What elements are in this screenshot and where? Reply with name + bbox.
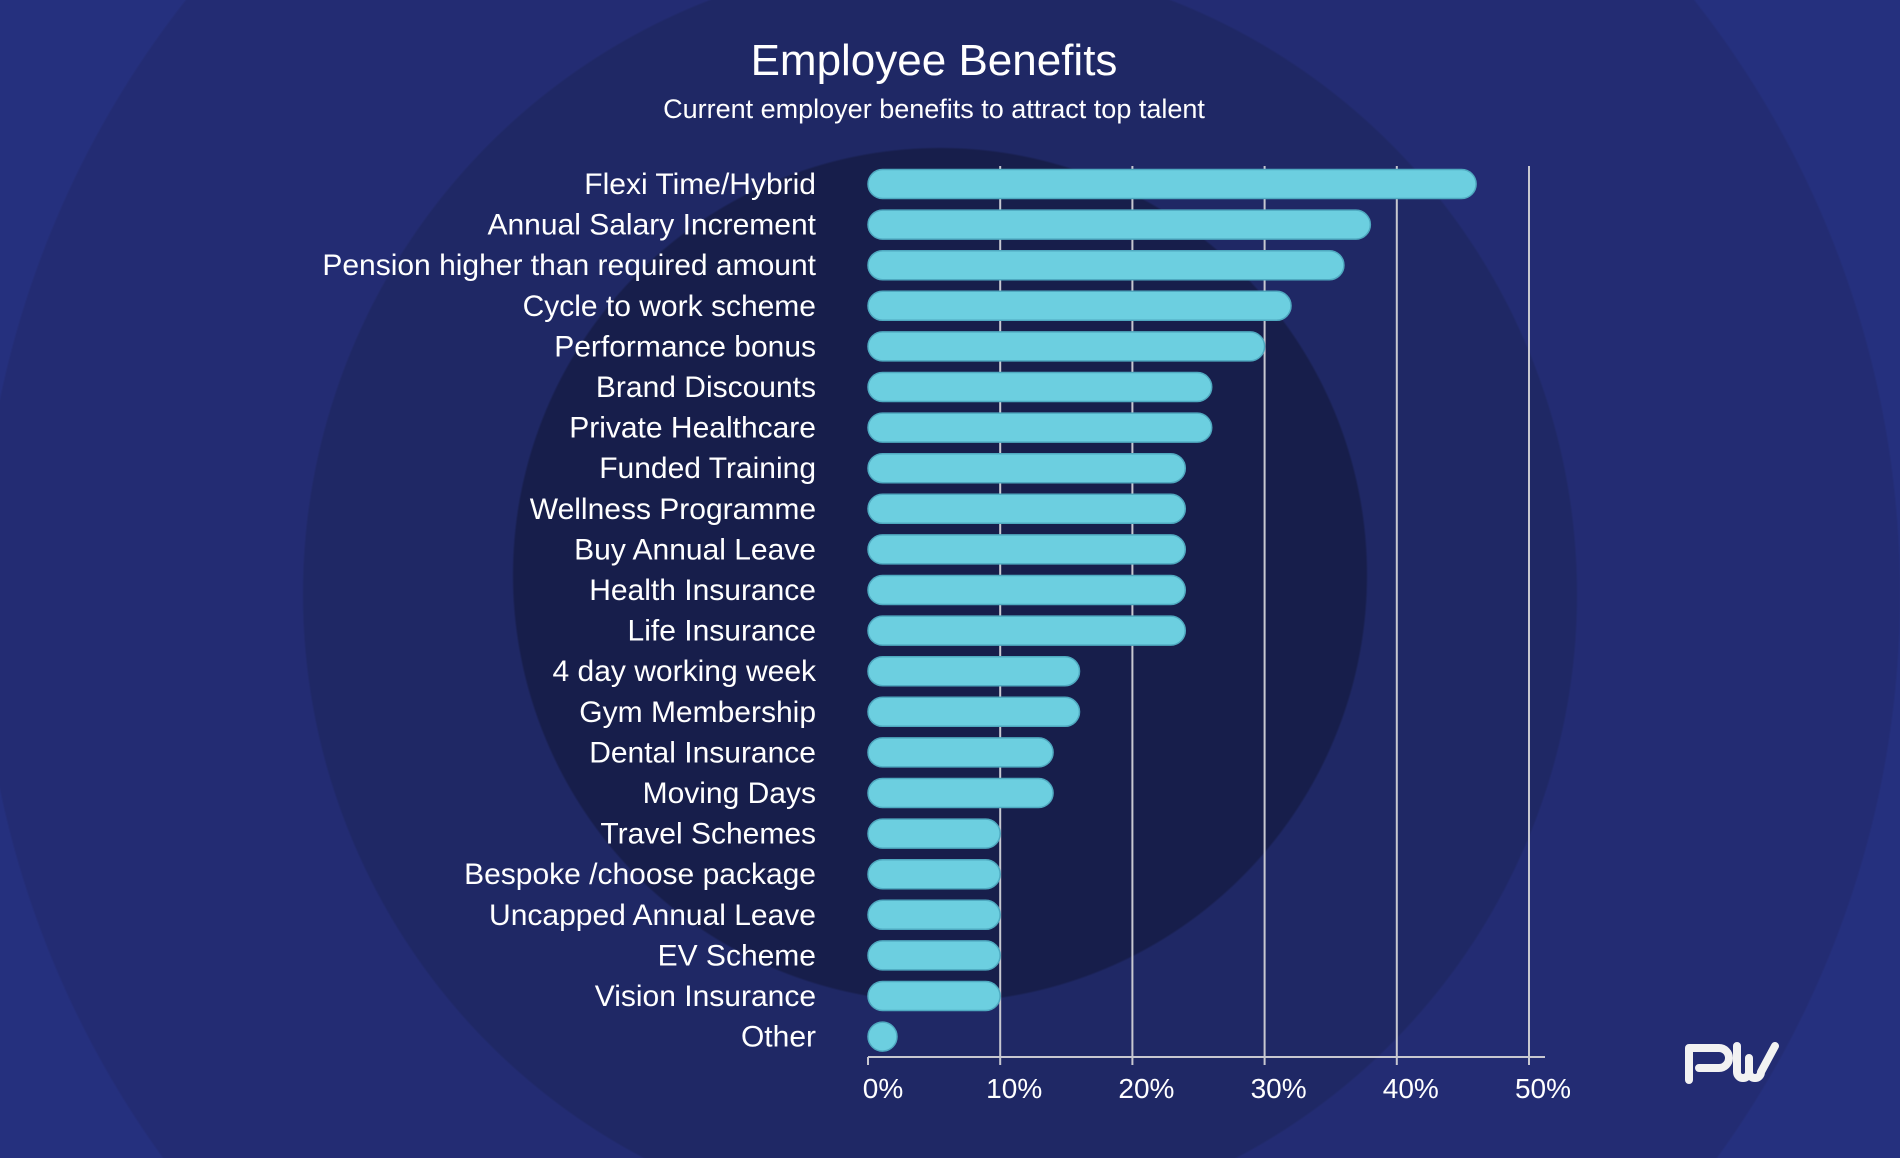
bar bbox=[867, 858, 1001, 890]
bar bbox=[867, 493, 1187, 525]
bar bbox=[867, 209, 1372, 240]
bar bbox=[867, 331, 1266, 362]
category-label: Private Healthcare bbox=[569, 412, 816, 445]
category-label: Health Insurance bbox=[589, 574, 816, 607]
bar bbox=[867, 818, 1001, 849]
category-label: Moving Days bbox=[643, 777, 816, 810]
bar bbox=[867, 412, 1213, 443]
bar bbox=[867, 777, 1054, 809]
x-tick-label: 50% bbox=[1515, 1073, 1571, 1104]
bar bbox=[867, 249, 1345, 281]
chart-title: Employee Benefits bbox=[750, 36, 1118, 85]
category-label: EV Scheme bbox=[658, 939, 816, 972]
category-label: Other bbox=[741, 1021, 816, 1054]
bar bbox=[867, 290, 1292, 322]
category-label: 4 day working week bbox=[553, 655, 817, 688]
category-label: Life Insurance bbox=[628, 615, 816, 648]
bar bbox=[867, 696, 1081, 728]
pw-logo bbox=[1685, 1042, 1779, 1084]
category-label: Pension higher than required amount bbox=[322, 249, 816, 282]
category-label: Flexi Time/Hybrid bbox=[584, 168, 816, 201]
x-tick-label: 0% bbox=[863, 1073, 903, 1104]
category-label: Travel Schemes bbox=[600, 818, 816, 851]
category-label: Performance bonus bbox=[554, 330, 816, 363]
bar bbox=[867, 940, 1001, 971]
category-label: Cycle to work scheme bbox=[523, 290, 816, 323]
bar bbox=[867, 615, 1187, 646]
category-label: Annual Salary Increment bbox=[487, 209, 816, 242]
category-label: Gym Membership bbox=[579, 696, 816, 729]
chart-subtitle: Current employer benefits to attract top… bbox=[663, 94, 1205, 124]
bar bbox=[867, 980, 1001, 1012]
bar bbox=[867, 371, 1213, 403]
category-label: Dental Insurance bbox=[589, 736, 816, 769]
category-label: Funded Training bbox=[599, 452, 816, 485]
bar bbox=[867, 574, 1187, 606]
x-tick-label: 30% bbox=[1251, 1073, 1307, 1104]
category-label: Brand Discounts bbox=[596, 371, 816, 404]
category-label: Buy Annual Leave bbox=[574, 533, 816, 566]
x-tick-label: 40% bbox=[1383, 1073, 1439, 1104]
bar bbox=[867, 655, 1081, 687]
bar bbox=[867, 452, 1187, 484]
category-label: Wellness Programme bbox=[530, 493, 816, 526]
bar bbox=[867, 1021, 898, 1052]
x-tick-label: 10% bbox=[986, 1073, 1042, 1104]
category-label: Vision Insurance bbox=[595, 980, 816, 1013]
bar bbox=[867, 168, 1477, 200]
x-tick-label: 20% bbox=[1118, 1073, 1174, 1104]
bar bbox=[867, 737, 1054, 768]
category-label: Bespoke /choose package bbox=[464, 858, 816, 891]
category-label: Uncapped Annual Leave bbox=[489, 899, 816, 932]
bar bbox=[867, 899, 1001, 931]
bar bbox=[867, 534, 1187, 565]
